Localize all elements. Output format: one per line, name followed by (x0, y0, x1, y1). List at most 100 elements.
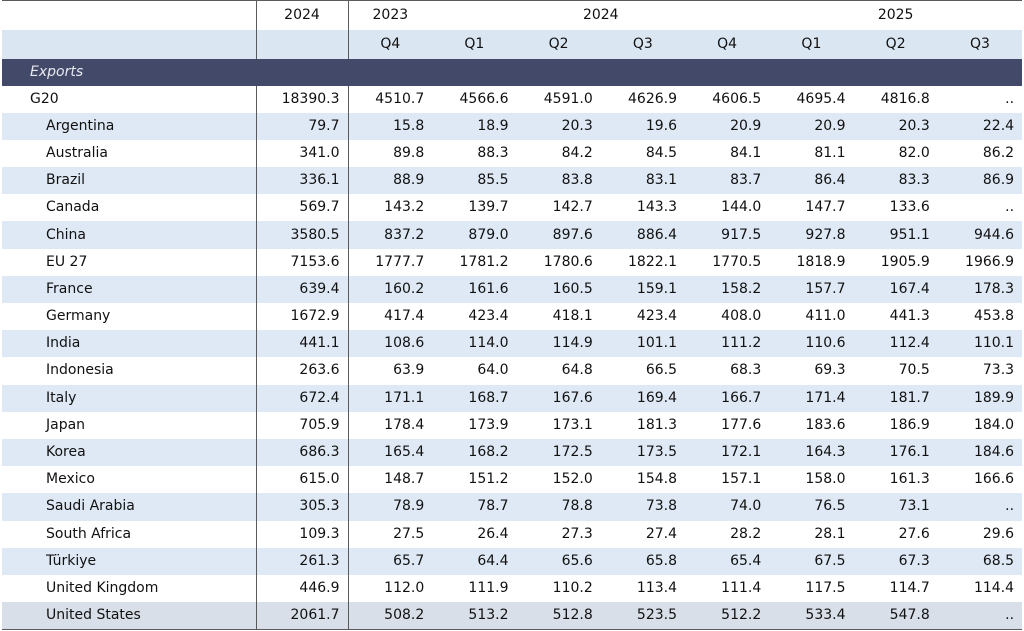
row-value: 86.9 (937, 167, 1023, 195)
row-value: 164.3 (769, 438, 854, 467)
row-label: China (2, 221, 256, 249)
row-value: 69.3 (814, 362, 846, 379)
row-value: 897.6 (516, 221, 601, 249)
row-value: 143.3 (636, 199, 677, 216)
row-value: 1822.1 (628, 253, 677, 270)
row-value: 167.6 (516, 384, 601, 412)
row-value: 184.6 (937, 438, 1023, 467)
row-value: 65.4 (685, 547, 770, 575)
header-corner (2, 0, 256, 30)
table-row: Brazil 336.1 88.9 85.5 83.8 83.1 83.7 86.4 83.3 8… (2, 167, 1023, 195)
row-value: 114.7 (889, 579, 930, 596)
row-value: 168.7 (432, 384, 517, 412)
row-value: 1818.9 (796, 253, 846, 270)
row-value: 18390.3 (255, 85, 348, 113)
table-row: Mexico 615.0 148.7 151.2 152.0 154.8 157.1 158.… (2, 466, 1022, 494)
table-row: United Kingdom 446.9 112.0 111.9 110.2 113.4 1… (2, 574, 1022, 603)
row-value: 615.0 (255, 466, 348, 494)
row-value: 166.7 (685, 384, 770, 412)
row-value: 81.1 (814, 144, 846, 161)
header-quarter: Q3 (600, 29, 685, 59)
row-value: 160.2 (347, 275, 433, 303)
row-value: 951.1 (853, 221, 938, 249)
row-value: 336.1 (255, 167, 348, 195)
row-value: 63.9 (347, 357, 433, 385)
row-value: 110.2 (552, 579, 593, 596)
row-label: France (2, 275, 256, 303)
row-value: 83.7 (685, 167, 770, 195)
row-value: 7153.6 (255, 248, 348, 276)
row-value: 110.1 (937, 330, 1023, 358)
row-value: 78.7 (432, 493, 517, 521)
row-value: 67.5 (769, 547, 854, 575)
row-value: 101.1 (600, 330, 685, 358)
row-value: 84.1 (730, 144, 762, 161)
row-value: 157.1 (721, 471, 762, 488)
row-value: 64.8 (561, 362, 593, 379)
row-value: 27.4 (645, 525, 677, 542)
header-quarter: Q2 (853, 29, 938, 59)
row-value: 1770.5 (712, 253, 762, 270)
row-value: 20.3 (516, 112, 601, 140)
row-value: 408.0 (721, 308, 762, 325)
row-value: 523.5 (600, 602, 685, 631)
row-value: .. (937, 493, 1023, 521)
row-value: 114.9 (516, 330, 601, 358)
row-value: 4591.0 (543, 90, 593, 107)
row-value: 158.0 (805, 471, 846, 488)
row-value: 113.4 (636, 579, 677, 596)
row-value: 73.1 (853, 493, 938, 521)
row-value: 29.6 (982, 525, 1015, 542)
row-value: 109.3 (255, 520, 348, 548)
row-value: 86.4 (769, 167, 854, 195)
row-value: 157.7 (769, 275, 854, 303)
row-value: 143.2 (347, 194, 433, 222)
row-value: 167.4 (853, 275, 938, 303)
row-value: 423.4 (468, 308, 509, 325)
row-value: 70.5 (898, 362, 930, 379)
table-row: South Africa 109.3 27.5 26.4 27.3 27.4 28.2 28.… (2, 520, 1022, 548)
row-value: 172.1 (685, 438, 770, 467)
row-value: 67.3 (853, 547, 938, 575)
row-value: 639.4 (255, 275, 348, 303)
row-value: 65.7 (347, 547, 433, 575)
row-value: 117.5 (805, 579, 846, 596)
row-value: 161.6 (432, 275, 517, 303)
row-value: 19.6 (600, 112, 685, 140)
row-label: EU 27 (46, 253, 88, 270)
row-value: 183.6 (805, 416, 846, 433)
row-value: 112.4 (853, 330, 938, 358)
row-value: 927.8 (769, 221, 854, 249)
row-value: 82.0 (898, 144, 930, 161)
row-value: 142.7 (552, 199, 593, 216)
header-row-quarters: Q4 Q1 Q2 Q3 Q4 Q1 Q2 Q3 (2, 29, 1023, 59)
row-value: 133.6 (889, 199, 930, 216)
row-value: 27.6 (898, 525, 930, 542)
row-value: 76.5 (769, 493, 854, 521)
row-value: .. (1005, 90, 1015, 107)
row-label: Saudi Arabia (2, 493, 256, 521)
row-value: 944.6 (937, 221, 1023, 249)
row-value: 159.1 (600, 275, 685, 303)
row-label: Canada (46, 199, 100, 216)
row-value: 512.2 (685, 602, 770, 631)
row-value: 108.6 (347, 330, 433, 358)
row-value: 173.1 (552, 416, 593, 433)
header-year-2025: 2025 (769, 0, 1023, 30)
table-row: Indonesia 263.6 63.9 64.0 64.8 66.5 68.3 69.3 70… (2, 357, 1022, 385)
row-value: 20.9 (769, 112, 854, 140)
row-value: 547.8 (853, 602, 938, 631)
row-value: 4510.7 (347, 85, 433, 113)
row-value: 4816.8 (880, 90, 930, 107)
row-value: 1781.2 (459, 253, 509, 270)
row-value: 177.6 (721, 416, 762, 433)
header-quarter: Q1 (769, 29, 854, 59)
row-label: Australia (46, 144, 108, 161)
row-value: 686.3 (255, 438, 348, 467)
row-value: 173.5 (600, 438, 685, 467)
table-row: G20 18390.3 4510.7 4566.6 4591.0 4626.9 4606.5… (2, 85, 1022, 113)
row-value: 151.2 (468, 471, 509, 488)
row-value: 20.9 (685, 112, 770, 140)
row-value: 160.5 (516, 275, 601, 303)
row-value: 169.4 (600, 384, 685, 412)
